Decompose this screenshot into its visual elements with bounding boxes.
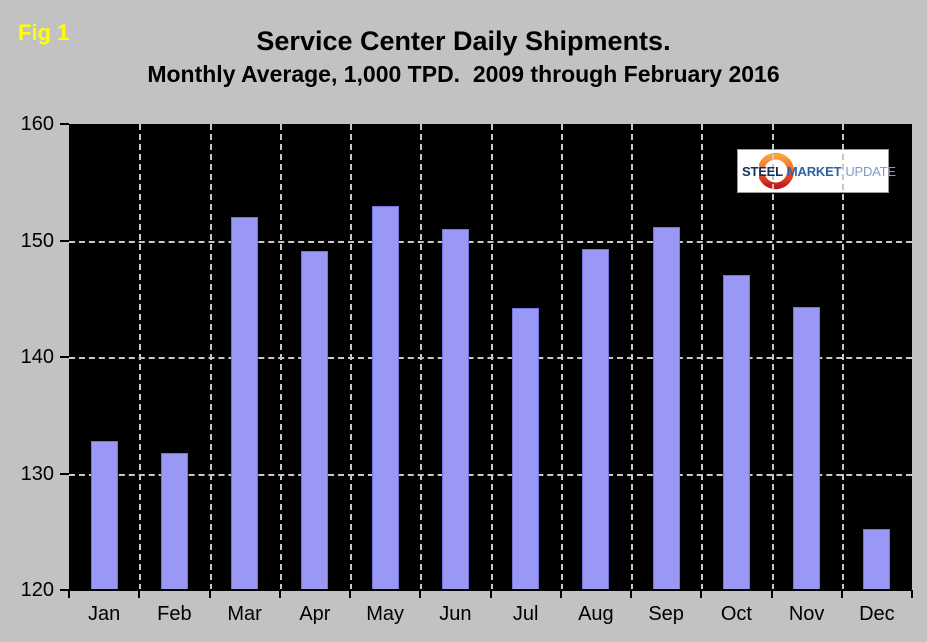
bar-sep xyxy=(652,226,680,590)
gridline-vertical-2 xyxy=(209,124,212,590)
chart-title: Service Center Daily Shipments. xyxy=(256,26,671,56)
gridline-vertical-9 xyxy=(701,124,704,590)
bar-feb xyxy=(160,452,188,590)
smu-logo: STEEL MARKET UPDATE xyxy=(737,149,896,193)
x-tick-3 xyxy=(278,590,281,598)
gridline-vertical-10 xyxy=(771,124,774,590)
gridline-vertical-1 xyxy=(139,124,142,590)
y-axis-label-120: 120 xyxy=(20,579,54,601)
y-tick-120 xyxy=(60,589,69,591)
x-tick-10 xyxy=(770,590,773,598)
chart-subtitle: Monthly Average, 1,000 TPD. 2009 through… xyxy=(147,61,780,87)
x-axis-label-jan: Jan xyxy=(88,603,121,625)
x-axis-label-feb: Feb xyxy=(157,603,192,625)
gridline-vertical-5 xyxy=(420,124,423,590)
gridline-vertical-11 xyxy=(841,124,844,590)
x-tick-9 xyxy=(700,590,703,598)
y-tick-130 xyxy=(60,472,69,475)
x-axis-label-aug: Aug xyxy=(578,603,614,625)
bar-jul xyxy=(512,308,540,590)
smu-logo-swoosh xyxy=(758,152,794,190)
x-axis-label-jun: Jun xyxy=(439,603,472,625)
x-tick-7 xyxy=(559,590,562,598)
y-axis-label-150: 150 xyxy=(20,229,54,252)
gridline-vertical-7 xyxy=(560,124,563,590)
x-tick-1 xyxy=(138,590,141,598)
gridline-vertical-6 xyxy=(490,124,493,590)
y-axis-label-160: 160 xyxy=(20,113,54,135)
gridline-vertical-4 xyxy=(350,124,352,590)
bar-may xyxy=(371,205,399,590)
logo-update: UPDATE xyxy=(845,163,896,179)
x-axis-label-apr: Apr xyxy=(299,603,331,625)
bar-oct xyxy=(722,275,750,590)
x-axis-label-dec: Dec xyxy=(859,603,895,625)
bar-apr xyxy=(301,250,329,590)
logo-steel: STEEL xyxy=(742,163,783,179)
y-tick-160 xyxy=(60,123,69,125)
x-tick-0 xyxy=(68,590,70,598)
x-tick-5 xyxy=(419,590,422,598)
logo-market: MARKET xyxy=(786,163,842,179)
x-axis-label-mar: Mar xyxy=(227,603,262,625)
y-axis-label-130: 130 xyxy=(20,462,54,485)
bar-dec xyxy=(863,529,891,590)
x-tick-2 xyxy=(208,590,211,598)
x-tick-4 xyxy=(349,590,351,598)
x-axis-label-sep: Sep xyxy=(648,603,684,625)
x-axis-label-may: May xyxy=(366,603,405,625)
x-tick-6 xyxy=(489,590,492,598)
gridline-vertical-3 xyxy=(279,124,282,590)
x-axis-label-nov: Nov xyxy=(788,603,825,625)
gridline-vertical-8 xyxy=(631,124,633,590)
x-tick-12 xyxy=(911,590,913,598)
x-tick-8 xyxy=(630,590,632,598)
bar-mar xyxy=(231,217,259,590)
bar-aug xyxy=(582,248,610,590)
x-tick-11 xyxy=(840,590,843,598)
x-axis-label-jul: Jul xyxy=(512,603,539,625)
figure-label: Fig 1 xyxy=(18,20,70,45)
y-tick-150 xyxy=(60,239,69,242)
bar-nov xyxy=(793,306,821,590)
bar-jun xyxy=(441,228,469,590)
y-axis-label-140: 140 xyxy=(20,346,54,368)
bar-jan xyxy=(90,440,118,590)
y-tick-140 xyxy=(60,356,69,358)
x-axis-label-oct: Oct xyxy=(720,603,752,625)
plot-area: STEEL MARKET UPDATE xyxy=(69,124,912,590)
